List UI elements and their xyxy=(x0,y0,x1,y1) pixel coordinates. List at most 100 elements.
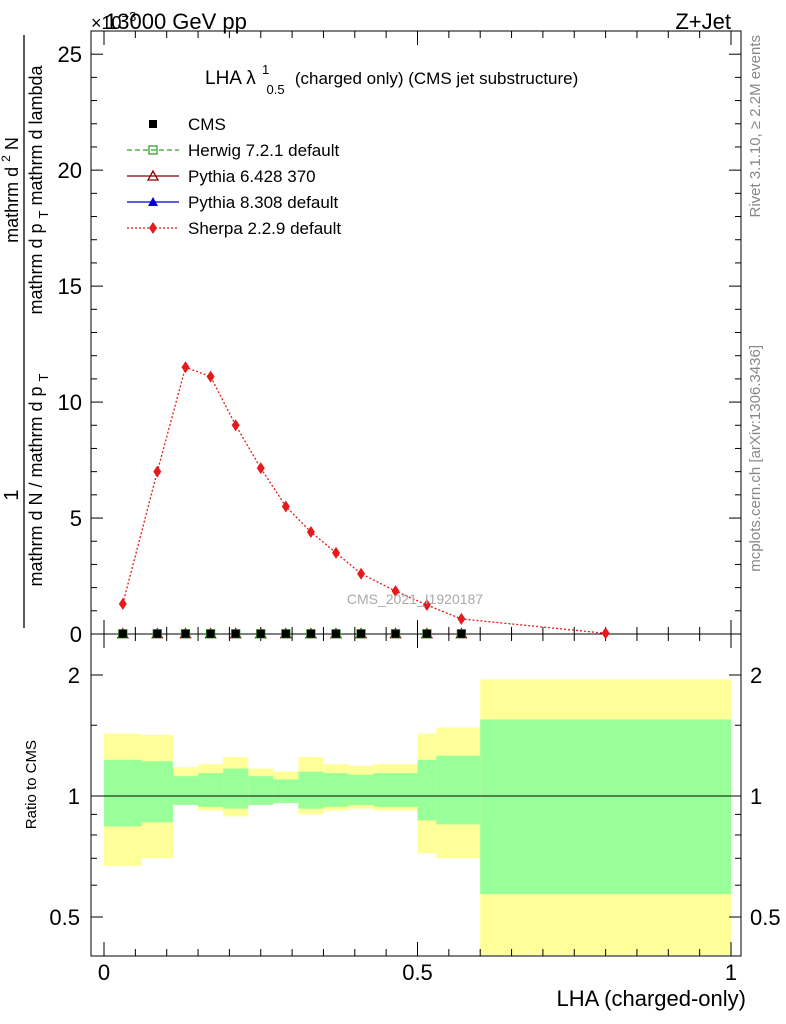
y-tick-label: 10 xyxy=(58,390,82,415)
square-marker xyxy=(357,629,366,638)
diamond-marker xyxy=(357,567,366,580)
square-open-marker xyxy=(148,145,158,155)
process-label: Z+Jet xyxy=(675,9,731,34)
square-marker xyxy=(231,629,240,638)
y-tick-label: 15 xyxy=(58,274,82,299)
exponent-power: −3 xyxy=(122,9,137,24)
legend-label: Pythia 8.308 default xyxy=(188,193,339,212)
legend-label: Herwig 7.2.1 default xyxy=(188,141,339,160)
diamond-marker xyxy=(281,500,290,513)
square-marker xyxy=(149,120,157,128)
plot-title-superscript: 1 xyxy=(262,62,269,77)
square-marker xyxy=(153,629,162,638)
diamond-marker xyxy=(256,462,265,475)
rivet-label: Rivet 3.1.10, ≥ 2.2M events xyxy=(747,35,764,218)
legend: CMS Herwig 7.2.1 default Pythia 6.428 370 P… xyxy=(127,115,341,238)
y-label-denominator-1: mathrm d N / mathrm d p T xyxy=(26,373,51,586)
diamond-marker xyxy=(601,627,610,640)
diamond-marker xyxy=(306,525,315,538)
series-cms xyxy=(118,629,466,638)
diamond-marker xyxy=(118,597,127,610)
diamond-marker xyxy=(422,599,431,612)
ratio-green-band-bin xyxy=(141,761,173,823)
y-tick-label: 0 xyxy=(70,622,82,647)
legend-entry: Sherpa 2.2.9 default xyxy=(127,219,341,238)
x-tick-label: 1 xyxy=(725,960,737,985)
y-tick-label: 20 xyxy=(58,158,82,183)
y-label-denominator-2: mathrm d p T mathrm d lambda xyxy=(26,64,52,314)
diamond-marker xyxy=(181,361,190,374)
square-marker xyxy=(306,629,315,638)
ratio-frame xyxy=(90,633,742,957)
triangle-open-marker xyxy=(146,169,160,181)
diamond-marker xyxy=(206,370,215,383)
ratio-green-band-bin xyxy=(323,773,349,807)
y-label-den2sub: T xyxy=(36,210,51,218)
legend-label: Sherpa 2.2.9 default xyxy=(188,219,341,238)
sherpa-line xyxy=(122,366,606,634)
y-tick-label: 25 xyxy=(58,42,82,67)
energy-label: 13000 GeV pp xyxy=(105,9,247,34)
y-label-numerator-2: mathrm d 2 N xyxy=(0,137,22,243)
plot-title-prefix: LHA λ xyxy=(205,68,256,89)
x-tick-label: 0.5 xyxy=(402,960,433,985)
diamond-marker xyxy=(331,546,340,559)
y-label-one: 1 xyxy=(1,489,23,500)
top-ticks: 0 5 10 15 20 25 xyxy=(58,30,741,647)
legend-entry: Herwig 7.2.1 default xyxy=(127,141,339,160)
series-sherpa-2-2-9-default xyxy=(118,361,610,640)
ratio-y-tick-label-right: 1 xyxy=(750,784,762,809)
y-tick-label: 5 xyxy=(70,506,82,531)
ratio-y-tick-label: 2 xyxy=(68,663,80,688)
square-marker xyxy=(391,629,400,638)
ratio-green-band-bin xyxy=(417,759,437,821)
diamond-marker xyxy=(153,465,162,478)
diamond-marker xyxy=(149,222,157,234)
y-axis-label-top: 1 mathrm d N / mathrm d p T mathrm d 2 N… xyxy=(0,35,52,628)
y-label-num2sup: 2 xyxy=(0,155,13,162)
ratio-green-band-bin xyxy=(273,779,299,804)
y-label-num2b: N xyxy=(2,137,22,150)
ratio-green-band-bin xyxy=(172,776,199,805)
ratio-y-tick-label-right: 0.5 xyxy=(750,905,781,930)
square-marker xyxy=(331,629,340,638)
ratio-green-band-bin xyxy=(104,759,142,827)
square-marker xyxy=(118,629,127,638)
ratio-y-label: Ratio to CMS xyxy=(23,740,40,829)
ratio-y-tick-label-right: 2 xyxy=(750,663,762,688)
x-axis-label: LHA (charged-only) xyxy=(556,986,746,1011)
square-marker xyxy=(256,629,265,638)
ratio-green-band-bin xyxy=(248,776,274,805)
analysis-watermark: CMS_2021_I1920187 xyxy=(347,591,483,607)
ratio-green-band-bin xyxy=(436,755,481,825)
diamond-marker xyxy=(231,419,240,432)
square-marker xyxy=(281,629,290,638)
square-marker xyxy=(206,629,215,638)
legend-label: Pythia 6.428 370 xyxy=(188,167,316,186)
ratio-y-tick-label: 0.5 xyxy=(49,905,80,930)
ratio-bands xyxy=(91,679,741,955)
ratio-green-band-bin xyxy=(298,771,324,809)
y-label-den1a: mathrm d N / mathrm d p xyxy=(26,386,46,586)
plot-title-suffix: (charged only) (CMS jet substructure) xyxy=(295,69,578,88)
plot-title-subscript: 0.5 xyxy=(267,82,285,97)
y-label-den2b: mathrm d lambda xyxy=(26,64,46,205)
ratio-green-band-bin xyxy=(198,773,224,807)
square-marker xyxy=(422,629,431,638)
triangle-marker xyxy=(148,197,158,206)
ratio-green-band-bin xyxy=(223,768,249,809)
legend-entry: Pythia 6.428 370 xyxy=(127,167,316,186)
legend-entry: CMS xyxy=(149,115,226,134)
y-label-den1sub: T xyxy=(36,373,51,381)
square-marker xyxy=(181,629,190,638)
series-layer xyxy=(116,361,610,640)
legend-label: CMS xyxy=(188,115,226,134)
ratio-ticks: 0.5 0.5 1 1 2 2 0 0.5 1 xyxy=(49,634,781,985)
ratio-green-band-bin xyxy=(348,774,374,805)
x-tick-label: 0 xyxy=(98,960,110,985)
ratio-green-band-bin xyxy=(480,719,731,895)
legend-entry: Pythia 8.308 default xyxy=(127,193,339,212)
y-label-num2a: mathrm d xyxy=(2,167,22,243)
